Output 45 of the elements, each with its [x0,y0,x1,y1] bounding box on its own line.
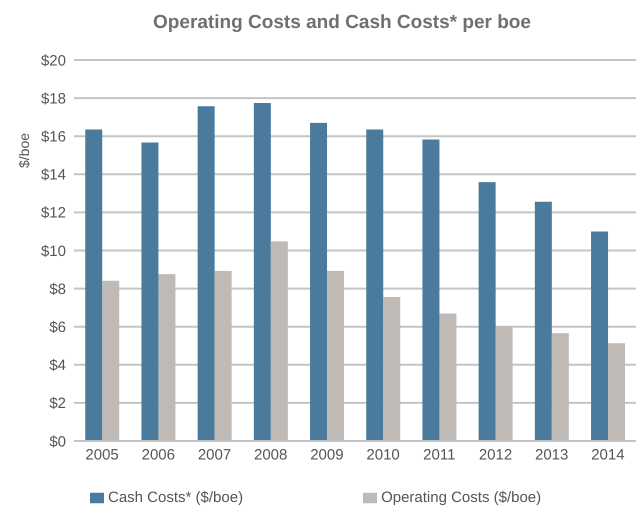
bar [158,274,176,441]
y-tick-label: $8 [49,280,66,298]
bar [478,182,496,441]
y-axis-title: $/boe [16,132,32,168]
bar [198,106,215,441]
bar [214,270,232,441]
chart-title: Operating Costs and Cash Costs* per boe [152,11,532,35]
y-tick-label: $12 [40,204,66,222]
bar [141,142,158,441]
x-tick-label: 2011 [423,446,456,464]
bar [496,326,513,441]
bar [310,122,328,441]
y-tick-label: $14 [40,166,66,184]
bar [254,103,271,441]
x-tick-label: 2013 [535,446,568,464]
y-tick-label: $18 [40,90,66,108]
bar [552,333,569,441]
x-tick-label: 2008 [254,446,288,464]
y-tick-label: $20 [40,52,66,70]
bar [366,130,384,441]
bar [591,231,608,441]
y-tick-label: $2 [49,395,66,412]
bar [327,270,344,441]
y-tick-label: $0 [49,433,66,450]
x-tick-label: 2005 [85,446,119,464]
x-tick-label: 2006 [142,446,175,464]
x-tick-label: 2010 [366,446,400,464]
x-tick-label: 2014 [591,446,625,464]
legend-label: Cash Costs* ($/boe) [108,489,244,506]
y-tick-label: $6 [49,319,66,336]
bar [608,343,626,441]
bar [270,241,288,441]
bar [383,296,400,441]
x-tick-label: 2012 [478,446,512,464]
y-tick-label: $16 [40,128,66,146]
bar [422,139,440,441]
bar [85,130,102,441]
x-tick-label: 2009 [310,446,344,464]
legend-label: Operating Costs ($/boe) [381,489,542,506]
bar [534,202,552,441]
bar [102,280,120,441]
y-tick-label: $10 [40,242,66,260]
y-tick-label: $4 [49,357,66,374]
x-tick-label: 2007 [198,446,232,464]
bar [439,314,456,441]
